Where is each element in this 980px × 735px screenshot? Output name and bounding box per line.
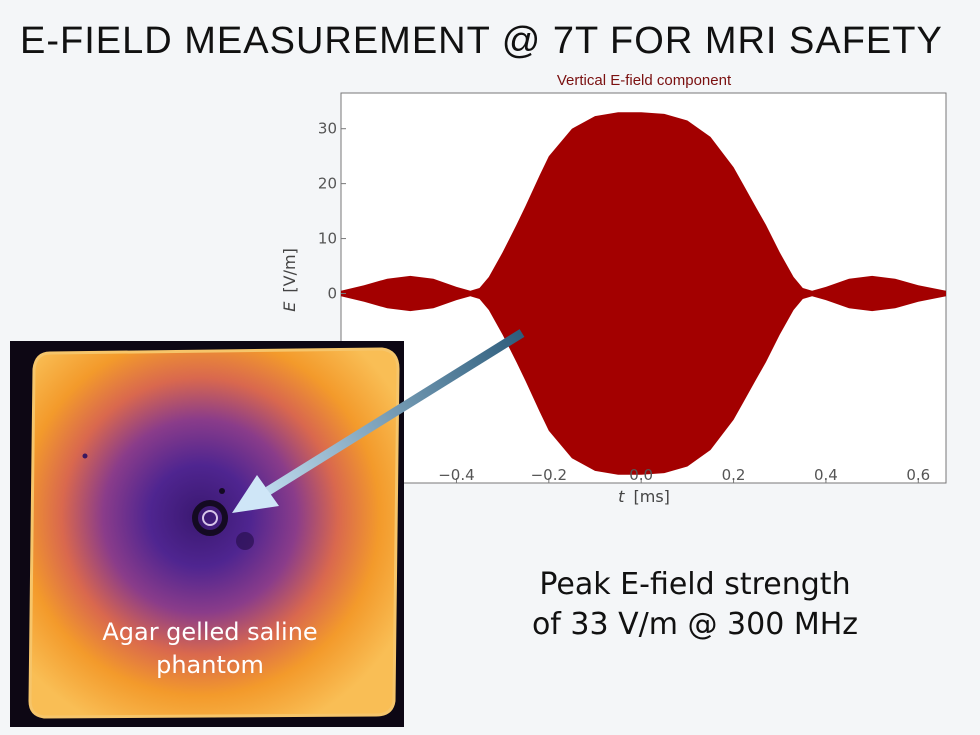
x-tick-label: −0.2 bbox=[531, 466, 567, 484]
slide-title: E-FIELD MEASUREMENT @ 7T FOR MRI SAFETY bbox=[20, 20, 943, 62]
x-tick-label: 0.6 bbox=[906, 466, 930, 484]
x-axis-unit: [ms] bbox=[633, 487, 669, 506]
x-tick-label: 0.0 bbox=[629, 466, 653, 484]
x-axis-label: t [ms] bbox=[618, 487, 670, 506]
chart-title: Vertical E-field component bbox=[557, 72, 732, 89]
x-tick-label: 0.4 bbox=[814, 466, 838, 484]
y-axis-label: E [V/m] bbox=[280, 248, 299, 312]
caption-line-2: of 33 V/m @ 300 MHz bbox=[531, 607, 859, 642]
y-tick-label: 30 bbox=[318, 120, 337, 138]
y-axis-symbol: E bbox=[280, 301, 299, 312]
phantom-label: Agar gelled saline phantom bbox=[60, 616, 360, 682]
e-field-envelope-series-0 bbox=[341, 112, 946, 475]
x-tick-label: −0.4 bbox=[438, 466, 474, 484]
phantom-label-line-2: phantom bbox=[156, 651, 264, 679]
phantom-label-line-1: Agar gelled saline bbox=[102, 618, 318, 646]
x-axis-symbol: t bbox=[618, 487, 625, 506]
y-axis-unit: [V/m] bbox=[280, 248, 299, 292]
y-tick-label: 0 bbox=[327, 284, 337, 302]
y-tick-label: 10 bbox=[318, 230, 337, 248]
x-tick-label: 0.2 bbox=[722, 466, 746, 484]
phantom-image-inset: Agar gelled saline phantom bbox=[10, 341, 404, 727]
peak-field-caption: Peak E-field strength of 33 V/m @ 300 MH… bbox=[470, 565, 920, 645]
caption-line-1: Peak E-field strength bbox=[539, 567, 851, 602]
y-tick-label: 20 bbox=[318, 175, 337, 193]
